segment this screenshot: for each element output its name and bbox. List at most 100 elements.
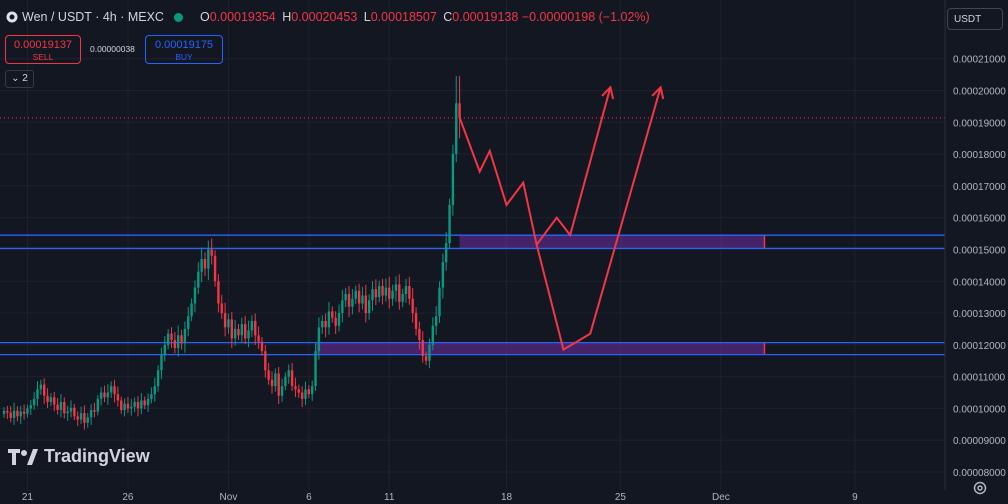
candle-body xyxy=(200,258,203,272)
price-tick-label-11: 0.00019000 xyxy=(953,118,1006,129)
price-axis-bg xyxy=(945,0,1008,504)
candle-body xyxy=(267,370,270,380)
candle-body xyxy=(418,328,421,341)
candle-body xyxy=(32,398,36,406)
candle-body xyxy=(153,386,156,395)
wen-logo-icon xyxy=(6,11,18,23)
candle-body xyxy=(220,303,223,314)
candle-body xyxy=(378,286,381,298)
candle-body xyxy=(344,293,347,301)
candle-body xyxy=(180,335,183,344)
currency-selector[interactable]: USDT xyxy=(947,8,1003,30)
symbol-name[interactable]: Wen xyxy=(22,10,48,24)
price-tick-label-8: 0.00016000 xyxy=(953,214,1006,225)
candle-body xyxy=(445,243,448,263)
candle-body xyxy=(103,392,106,398)
buy-button[interactable]: 0.00019175 BUY xyxy=(145,35,223,64)
candle-body xyxy=(210,249,213,256)
candle-body xyxy=(66,411,69,414)
candle-body xyxy=(401,293,404,302)
price-tick-label-0: 0.00008000 xyxy=(953,468,1006,479)
time-tick-label-2: Nov xyxy=(220,492,238,503)
candle-body xyxy=(391,290,394,299)
candle-body xyxy=(96,398,99,412)
candle-body xyxy=(421,340,424,356)
candle-body xyxy=(300,392,304,399)
spread-value: 0.00000038 xyxy=(90,44,135,54)
candle-body xyxy=(46,395,49,403)
candle-body xyxy=(331,311,334,318)
candle-body xyxy=(133,402,136,407)
time-tick-label-1: 26 xyxy=(122,492,134,503)
candle-body xyxy=(63,402,66,414)
candle-body xyxy=(347,293,351,307)
horizontal-levels: 0.000154490.000150330.000120690.00011691 xyxy=(0,228,1008,362)
projection-arrowhead-0 xyxy=(601,85,615,100)
candle-body xyxy=(304,389,307,399)
candle-body xyxy=(43,384,46,396)
candle-body xyxy=(458,103,461,118)
indicators-toggle-button[interactable]: ⌄ 2 xyxy=(5,70,34,88)
candle-body xyxy=(388,287,391,299)
candle-body xyxy=(455,103,458,155)
candle-body xyxy=(56,404,59,411)
candle-body xyxy=(227,319,230,328)
candle-body xyxy=(428,344,431,361)
candle-body xyxy=(223,313,227,328)
candle-body xyxy=(143,400,146,406)
candle-body xyxy=(244,324,247,339)
candle-body xyxy=(367,300,371,314)
symbol-header: Wen / USDT · 4h · MEXC O 0.00019354 H 0.00… xyxy=(6,10,650,24)
candle-body xyxy=(431,325,434,345)
candle-body xyxy=(448,204,451,244)
candle-body xyxy=(177,335,180,349)
buy-price: 0.00019175 xyxy=(154,39,214,51)
time-tick-label-8: 9 xyxy=(852,492,858,503)
projection-path-1 xyxy=(535,87,662,352)
projection-arrows xyxy=(458,85,665,352)
candle-body xyxy=(277,373,280,396)
candle-body xyxy=(160,354,163,371)
price-tick-label-3: 0.00011000 xyxy=(953,373,1006,384)
sell-button[interactable]: 0.00019137 SELL xyxy=(5,35,81,64)
candle-body xyxy=(2,410,6,415)
candle-body xyxy=(83,413,86,423)
candle-body xyxy=(230,319,233,339)
candle-body xyxy=(110,386,113,393)
price-tick-label-9: 0.00017000 xyxy=(953,182,1006,193)
candle-body xyxy=(284,376,287,387)
candle-body xyxy=(193,287,197,304)
tradingview-logo[interactable]: TradingView xyxy=(8,446,150,467)
candle-body xyxy=(53,397,56,405)
candle-body xyxy=(19,411,22,417)
candle-body xyxy=(16,410,19,417)
sell-label: SELL xyxy=(32,52,54,62)
brand-name: TradingView xyxy=(44,446,150,466)
price-tick-label-5: 0.00013000 xyxy=(953,309,1006,320)
candle-body xyxy=(207,249,210,269)
candle-body xyxy=(183,328,187,344)
buy-label: BUY xyxy=(175,52,193,62)
candle-body xyxy=(341,300,344,314)
candle-body xyxy=(6,410,9,413)
candle-body xyxy=(398,284,401,302)
time-axis: 21 26 Nov 6 11 18 25 Dec 9 xyxy=(0,492,945,504)
candle-body xyxy=(150,394,153,399)
price-tick-label-12: 0.00020000 xyxy=(953,87,1006,98)
candle-body xyxy=(99,392,103,399)
tradingview-icon xyxy=(8,448,38,465)
time-tick-label-5: 18 xyxy=(501,492,513,503)
candle-body xyxy=(39,384,43,390)
ohlc-open: 0.00019354 xyxy=(209,10,276,24)
candle-body xyxy=(414,313,418,329)
ohlc-change: −0.00000198 (−1.02%) xyxy=(521,10,650,24)
candle-body xyxy=(173,340,177,349)
candlesticks xyxy=(2,76,461,430)
price-tick-label-13: 0.00021000 xyxy=(953,55,1006,66)
settings-gear-icon[interactable] xyxy=(972,480,988,496)
candle-body xyxy=(371,289,374,301)
candle-body xyxy=(324,320,327,328)
candle-body xyxy=(384,287,388,296)
candle-body xyxy=(260,341,264,352)
